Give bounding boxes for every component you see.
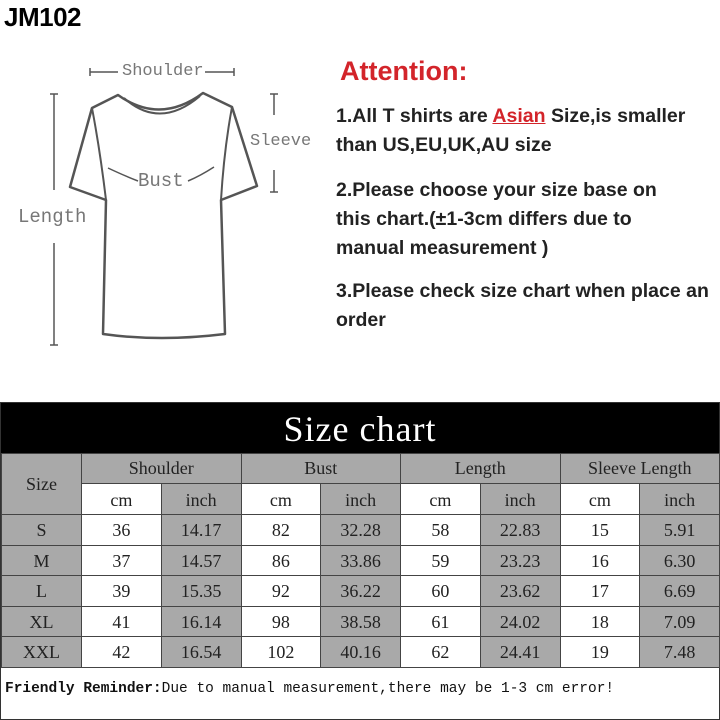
reminder-label: Friendly Reminder:	[5, 681, 162, 697]
cm-value-cell: 37	[81, 544, 162, 576]
unit-cm: cm	[400, 483, 481, 515]
group-header-row: Size Shoulder Bust Length Sleeve Length	[1, 453, 720, 515]
inch-value-cell: 15.35	[160, 575, 242, 607]
inch-value-cell: 7.48	[639, 636, 720, 668]
inch-value-cell: 23.62	[479, 575, 561, 607]
size-cell: XXL	[1, 636, 82, 668]
size-header: Size	[1, 453, 82, 515]
cm-value-cell: 59	[400, 544, 481, 576]
cm-value-cell: 86	[240, 544, 322, 576]
unit-cm: cm	[559, 483, 641, 515]
reminder-text: Due to manual measurement,there may be 1…	[161, 681, 615, 697]
inch-value-cell: 24.02	[479, 605, 561, 637]
cm-value-cell: 58	[400, 514, 481, 546]
item1-prefix: 1.All T shirts are	[336, 105, 493, 127]
cm-value-cell: 16	[559, 544, 641, 576]
inch-value-cell: 16.54	[160, 636, 242, 668]
tshirt-diagram: Shoulder Sleeve Bust Length	[0, 40, 330, 360]
inch-value-cell: 6.30	[639, 544, 720, 576]
inch-value-cell: 5.91	[639, 514, 720, 546]
length-label: Length	[18, 206, 87, 228]
asian-highlight: Asian	[492, 105, 546, 127]
size-cell: S	[1, 514, 82, 546]
size-cell: L	[1, 575, 82, 607]
inch-value-cell: 33.86	[320, 544, 402, 576]
unit-inch: inch	[160, 483, 242, 515]
group-shoulder: Shoulder	[81, 453, 242, 484]
friendly-reminder: Friendly Reminder:Due to manual measurem…	[5, 681, 614, 697]
inch-value-cell: 23.23	[479, 544, 561, 576]
unit-inch: inch	[320, 483, 402, 515]
cm-value-cell: 19	[559, 636, 641, 668]
table-row: S 36 14.17 82 32.28 58 22.83 15 5.91	[1, 514, 720, 546]
cm-value-cell: 39	[81, 575, 162, 607]
cm-value-cell: 36	[81, 514, 162, 546]
cm-value-cell: 17	[559, 575, 641, 607]
size-cell: XL	[1, 605, 82, 637]
table-row: XXL 42 16.54 102 40.16 62 24.41 19 7.48	[1, 636, 720, 668]
item1-suffix: Size,is smaller than US,EU,UK,AU size	[336, 105, 686, 156]
table-row: M 37 14.57 86 33.86 59 23.23 16 6.30	[1, 544, 720, 576]
inch-value-cell: 14.57	[160, 544, 242, 576]
group-bust: Bust	[240, 453, 402, 484]
cm-value-cell: 102	[240, 636, 322, 668]
inch-value-cell: 14.17	[160, 514, 242, 546]
cm-value-cell: 62	[400, 636, 481, 668]
shoulder-label: Shoulder	[122, 62, 204, 81]
cm-value-cell: 15	[559, 514, 641, 546]
inch-value-cell: 7.09	[639, 605, 720, 637]
cm-value-cell: 82	[240, 514, 322, 546]
cm-value-cell: 42	[81, 636, 162, 668]
inch-value-cell: 32.28	[320, 514, 402, 546]
model-code: JM102	[4, 2, 82, 32]
cm-value-cell: 98	[240, 605, 322, 637]
group-length: Length	[400, 453, 561, 484]
table-row: L 39 15.35 92 36.22 60 23.62 17 6.69	[1, 575, 720, 607]
unit-inch: inch	[479, 483, 561, 515]
inch-value-cell: 24.41	[479, 636, 561, 668]
inch-value-cell: 16.14	[160, 605, 242, 637]
bust-label: Bust	[138, 170, 184, 192]
inch-value-cell: 22.83	[479, 514, 561, 546]
tshirt-outline-icon	[50, 68, 278, 346]
size-chart: Size chart Size Shoulder Bust Length Sle…	[0, 402, 720, 720]
inch-value-cell: 40.16	[320, 636, 402, 668]
size-table: Size Shoulder Bust Length Sleeve Length …	[1, 453, 720, 668]
attention-item-3: 3.Please check size chart when place an …	[336, 280, 709, 331]
attention-item-1: 1.All T shirts are Asian Size,is smaller…	[336, 102, 716, 160]
cm-value-cell: 60	[400, 575, 481, 607]
unit-inch: inch	[639, 483, 720, 515]
cm-value-cell: 41	[81, 605, 162, 637]
group-sleeve-length: Sleeve Length	[559, 453, 720, 484]
sleeve-label: Sleeve	[250, 132, 312, 151]
cm-value-cell: 92	[240, 575, 322, 607]
attention-title: Attention:	[340, 56, 468, 86]
unit-cm: cm	[81, 483, 162, 515]
inch-value-cell: 38.58	[320, 605, 402, 637]
unit-cm: cm	[240, 483, 322, 515]
inch-value-cell: 36.22	[320, 575, 402, 607]
size-cell: M	[1, 544, 82, 576]
cm-value-cell: 18	[559, 605, 641, 637]
attention-item-2: 2.Please choose your size base on this c…	[336, 179, 657, 259]
table-row: XL 41 16.14 98 38.58 61 24.02 18 7.09	[1, 605, 720, 637]
size-chart-title: Size chart	[1, 403, 719, 453]
inch-value-cell: 6.69	[639, 575, 720, 607]
unit-header-row: cm inch cm inch cm inch cm inch	[2, 483, 720, 515]
cm-value-cell: 61	[400, 605, 481, 637]
